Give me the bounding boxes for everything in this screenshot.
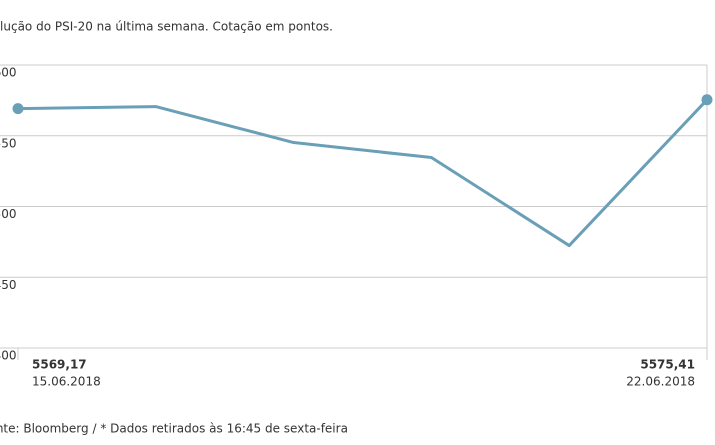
y-tick-label: 5400 — [0, 349, 17, 363]
source-note: Fonte: Bloomberg / * Dados retirados às … — [0, 422, 348, 436]
y-tick-label: 5600 — [0, 66, 17, 80]
y-tick-label: 5550 — [0, 136, 17, 150]
x-tick-label: 22.06.2018 — [626, 375, 695, 389]
y-tick-label: 5500 — [0, 207, 17, 221]
data-label: 5575,41 — [640, 358, 695, 372]
data-point — [701, 94, 713, 106]
x-tick-label: 15.06.2018 — [32, 375, 101, 389]
data-line — [17, 98, 709, 248]
y-tick-label: 5450 — [0, 278, 17, 292]
chart-title: Evolução do PSI-20 na última semana. Cot… — [0, 20, 333, 34]
data-point — [12, 103, 24, 115]
data-label: 5569,17 — [32, 358, 87, 372]
